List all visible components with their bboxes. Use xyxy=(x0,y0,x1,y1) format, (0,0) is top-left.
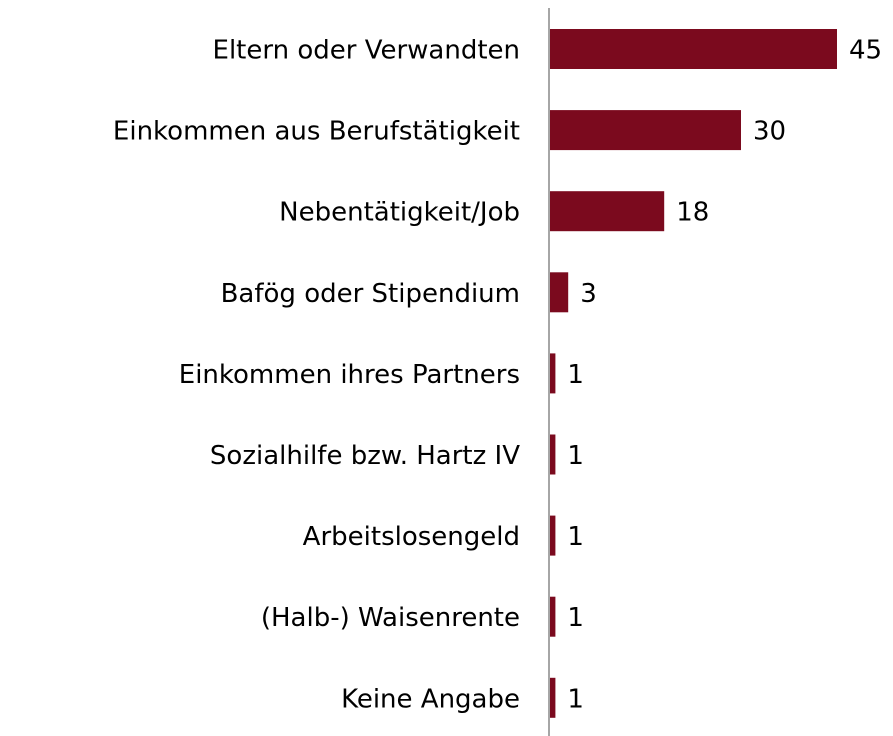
category-label: Einkommen ihres Partners xyxy=(179,360,520,390)
category-label: Arbeitslosengeld xyxy=(303,522,520,552)
bar xyxy=(550,677,556,718)
category-label: Nebentätigkeit/Job xyxy=(279,198,520,228)
value-label: 1 xyxy=(567,360,584,390)
value-label: 45 xyxy=(849,36,882,66)
value-label: 1 xyxy=(567,684,584,714)
value-label: 1 xyxy=(567,603,584,633)
category-label: Eltern oder Verwandten xyxy=(213,36,520,66)
bar xyxy=(550,434,556,475)
bar xyxy=(550,191,665,232)
bar xyxy=(550,29,837,69)
bar xyxy=(550,272,569,313)
value-label: 18 xyxy=(676,198,709,228)
category-label: Bafög oder Stipendium xyxy=(221,279,520,309)
bar xyxy=(550,515,556,556)
category-label: Sozialhilfe bzw. Hartz IV xyxy=(210,441,520,471)
value-label: 3 xyxy=(580,279,597,309)
bar xyxy=(550,596,556,637)
category-label: Keine Angabe xyxy=(341,684,520,714)
category-label: (Halb-) Waisenrente xyxy=(261,603,520,633)
bar xyxy=(550,110,741,151)
bar xyxy=(550,353,556,394)
value-label: 1 xyxy=(567,522,584,552)
value-label: 1 xyxy=(567,441,584,471)
category-label: Einkommen aus Berufstätigkeit xyxy=(113,117,520,147)
value-label: 30 xyxy=(753,117,786,147)
